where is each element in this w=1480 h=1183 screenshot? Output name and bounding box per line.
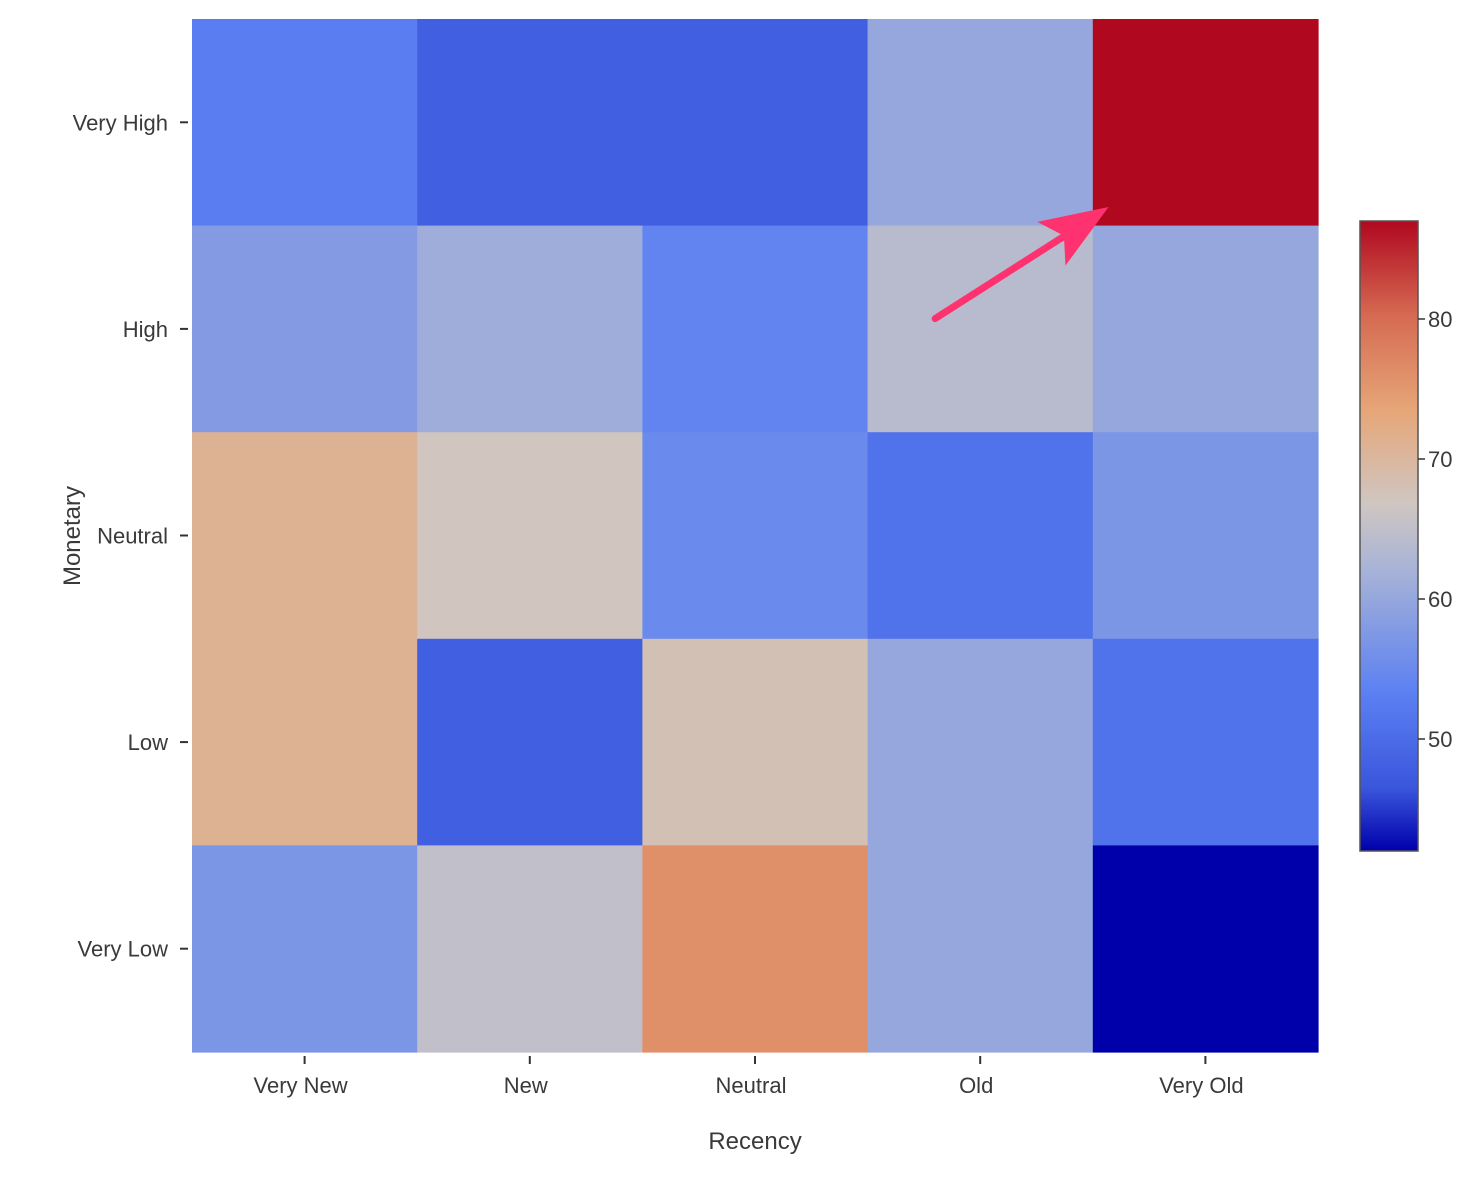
heatmap-cell (642, 845, 869, 1053)
heatmap-cell (642, 19, 869, 227)
heatmap-cell (1092, 432, 1319, 640)
colorbar-gradient (1359, 220, 1419, 852)
x-axis-label: Recency (708, 1128, 801, 1155)
heatmap-cell (867, 225, 1094, 433)
heatmap-cell (867, 19, 1094, 227)
annotation-arrow (931, 207, 1109, 323)
heatmap-cell (192, 845, 418, 1053)
colorbar-tick-label: 80 (1428, 307, 1452, 332)
x-tick-label: Very New (254, 1073, 348, 1098)
heatmap-cell (417, 19, 643, 227)
heatmap-cell (1092, 19, 1319, 227)
heatmap-cell (1092, 225, 1319, 433)
y-tick-label: High (123, 317, 168, 342)
heatmap-cell (417, 225, 643, 433)
y-axis-label: Monetary (59, 486, 86, 586)
y-tick-label: Low (128, 730, 168, 755)
heatmap-cell (192, 19, 418, 227)
y-axis: Very High High Neutral Low Very Low (73, 110, 188, 962)
arrow-head (1037, 207, 1109, 266)
heatmap-cell (1092, 845, 1319, 1053)
heatmap-cell (192, 432, 418, 640)
arrow-shaft (931, 223, 1083, 323)
heatmap-cell (417, 845, 643, 1053)
heatmap-cell (192, 638, 418, 846)
x-axis: Very New New Neutral Old Very Old (254, 1056, 1244, 1098)
x-tick-label: New (504, 1073, 548, 1098)
heatmap-cell (642, 638, 869, 846)
heatmap-cell (867, 845, 1094, 1053)
colorbar-tick-label: 70 (1428, 447, 1452, 472)
heatmap-cell (642, 225, 869, 433)
heatmap-cell (417, 432, 643, 640)
y-tick-label: Neutral (97, 524, 168, 549)
heatmap-cell (867, 432, 1094, 640)
x-tick-label: Neutral (716, 1073, 787, 1098)
heatmap-cells (192, 19, 1319, 1053)
heatmap-cell (192, 225, 418, 433)
y-tick-label: Very High (73, 110, 168, 135)
heatmap-cell (642, 432, 869, 640)
y-tick-label: Very Low (78, 937, 169, 962)
heatmap-cell (417, 638, 643, 846)
colorbar-tick-label: 60 (1428, 587, 1452, 612)
colorbar-ticks: 50 60 70 80 (1418, 307, 1452, 752)
x-tick-label: Very Old (1159, 1073, 1243, 1098)
heatmap-cell (867, 638, 1094, 846)
colorbar: 50 60 70 80 (1359, 220, 1452, 852)
colorbar-tick-label: 50 (1428, 727, 1452, 752)
heatmap-cell (1092, 638, 1319, 846)
x-tick-label: Old (959, 1073, 993, 1098)
